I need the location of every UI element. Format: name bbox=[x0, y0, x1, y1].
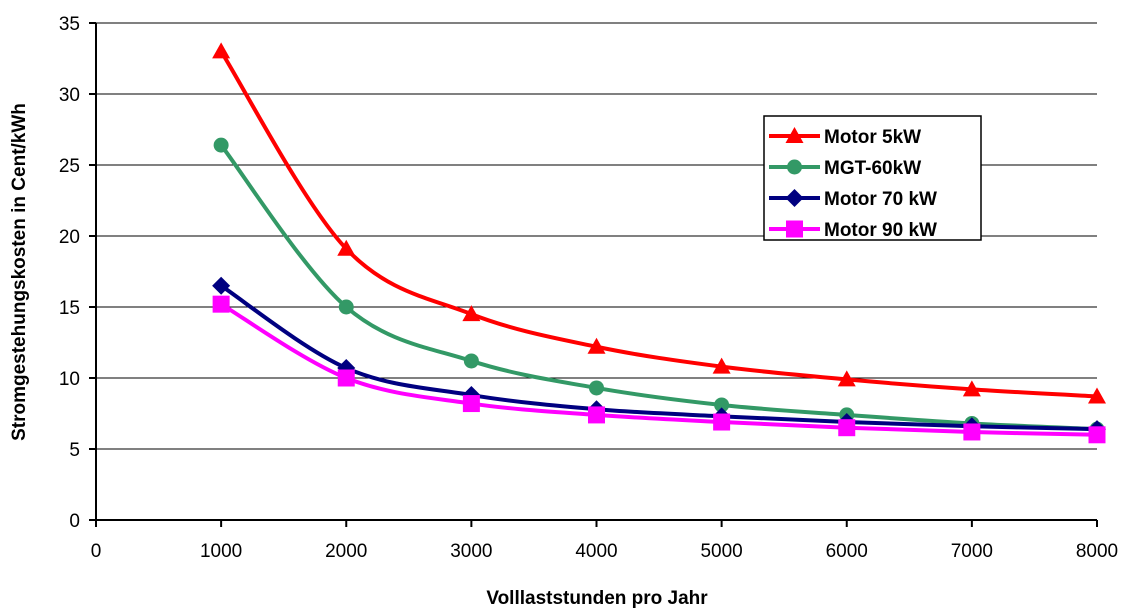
legend-label: Motor 90 kW bbox=[824, 220, 937, 241]
legend-label: MGT-60kW bbox=[824, 158, 921, 179]
x-tick-label: 4000 bbox=[575, 541, 617, 562]
legend-marker bbox=[785, 127, 804, 143]
y-tick-label: 20 bbox=[59, 227, 80, 248]
legend-entry: Motor 90 kW bbox=[769, 220, 937, 241]
data-point bbox=[713, 413, 731, 431]
series-1 bbox=[212, 42, 1106, 404]
legend-entry: MGT-60kW bbox=[769, 158, 921, 179]
data-point bbox=[338, 299, 354, 315]
data-point bbox=[589, 380, 604, 396]
data-point bbox=[212, 295, 230, 313]
data-point bbox=[337, 239, 356, 256]
x-tick-label: 8000 bbox=[1076, 541, 1118, 562]
legend: Motor 5kW MGT-60kW Motor 70 kW Motor 90 kW bbox=[763, 115, 982, 241]
data-point bbox=[1088, 426, 1106, 444]
data-point bbox=[212, 276, 231, 295]
y-tick-label: 25 bbox=[59, 156, 80, 177]
y-tick-label: 10 bbox=[59, 369, 80, 390]
y-axis-ticks: 0 5 10 15 20 25 30 35 bbox=[59, 14, 96, 532]
x-tick-label: 5000 bbox=[700, 541, 742, 562]
series-2 bbox=[213, 137, 1105, 437]
x-tick-label: 2000 bbox=[325, 541, 367, 562]
x-tick-label: 1000 bbox=[200, 541, 242, 562]
data-point bbox=[1088, 387, 1106, 404]
data-point bbox=[587, 337, 606, 354]
data-point bbox=[337, 369, 355, 387]
y-axis-title: Stromgestehungskosten in Cent/kWh bbox=[9, 103, 30, 441]
y-tick-label: 5 bbox=[69, 440, 80, 461]
y-tick-label: 15 bbox=[59, 298, 80, 319]
legend-label: Motor 5kW bbox=[824, 127, 921, 148]
data-point bbox=[962, 380, 981, 397]
x-tick-label: 7000 bbox=[951, 541, 993, 562]
x-tick-label: 0 bbox=[91, 541, 102, 562]
data-point bbox=[837, 370, 856, 387]
gridlines bbox=[96, 22, 1097, 450]
y-tick-label: 30 bbox=[59, 85, 80, 106]
legend-label: Motor 70 kW bbox=[824, 189, 937, 210]
y-tick-label: 35 bbox=[59, 14, 80, 35]
legend-marker bbox=[785, 189, 804, 207]
data-point bbox=[714, 397, 730, 413]
x-axis-title: Volllaststunden pro Jahr bbox=[486, 588, 708, 609]
series-4 bbox=[212, 295, 1106, 444]
legend-marker bbox=[786, 220, 803, 238]
legend-entry: Motor 5kW bbox=[769, 127, 921, 148]
data-point bbox=[838, 419, 856, 437]
x-axis-ticks: 0 1000 2000 3000 4000 5000 6000 7000 8000 bbox=[91, 520, 1118, 562]
data-point bbox=[588, 406, 605, 424]
series-group bbox=[212, 42, 1106, 444]
x-tick-label: 3000 bbox=[450, 541, 492, 562]
y-tick-label: 0 bbox=[69, 511, 80, 532]
legend-marker bbox=[787, 159, 802, 175]
data-point bbox=[963, 423, 981, 441]
data-point bbox=[712, 357, 731, 374]
data-point bbox=[462, 395, 480, 413]
data-point bbox=[462, 305, 481, 322]
data-point bbox=[463, 353, 479, 369]
data-point bbox=[213, 137, 229, 153]
x-tick-label: 6000 bbox=[826, 541, 868, 562]
legend-entry: Motor 70 kW bbox=[769, 189, 937, 210]
data-point bbox=[212, 42, 231, 59]
